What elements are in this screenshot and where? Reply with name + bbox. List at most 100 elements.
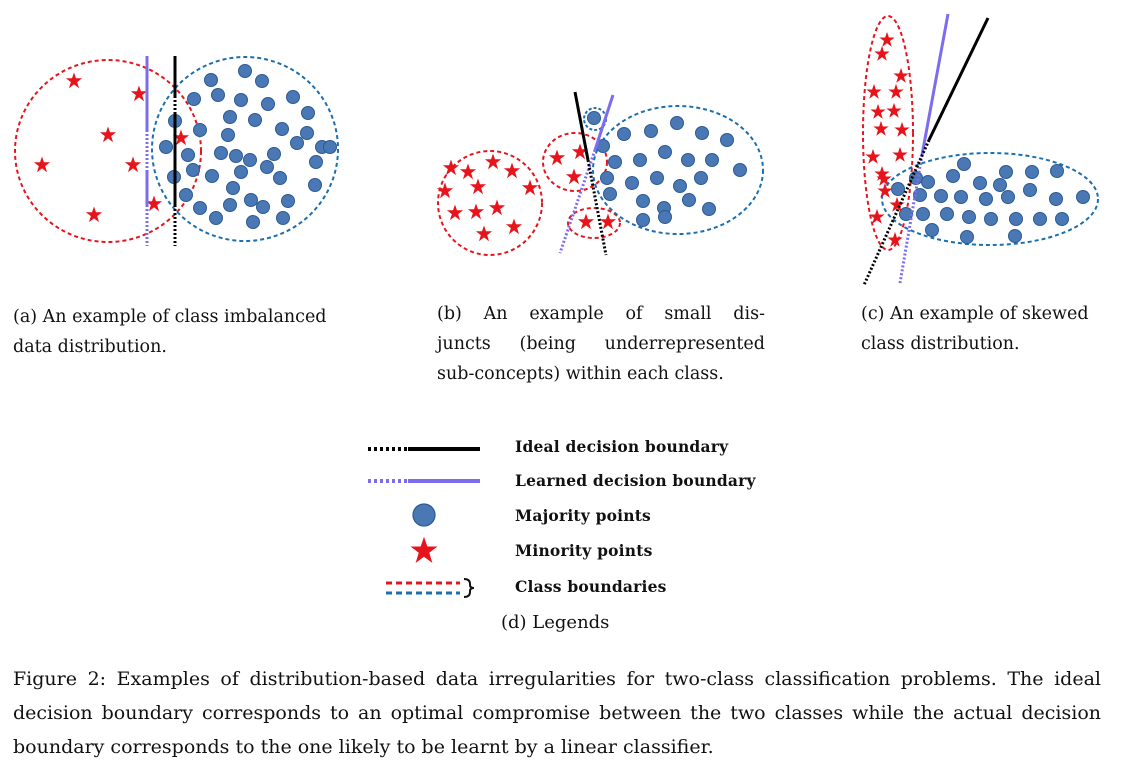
legend-caption: (d) Legends <box>501 612 610 633</box>
majority-point <box>916 207 930 221</box>
minority-point <box>124 156 142 173</box>
majority-point <box>301 106 315 120</box>
blue-circle-icon <box>412 503 436 527</box>
minority-point <box>870 103 886 119</box>
caption-line: (c) An example of skewed <box>861 304 1089 324</box>
majority-point <box>281 194 295 208</box>
majority-point <box>587 111 601 125</box>
majority-point <box>891 182 905 196</box>
majority-point <box>999 165 1013 179</box>
red-blue-dashed-brace-icon <box>386 578 475 598</box>
majority-point <box>1049 192 1063 206</box>
red-star-icon <box>410 536 438 563</box>
figure-caption: Figure 2: Examples of distribution-based… <box>13 662 1101 764</box>
majority-point <box>705 153 719 167</box>
majority-point <box>1033 212 1047 226</box>
majority-point <box>211 88 225 102</box>
minority-cluster-boundary <box>437 150 543 256</box>
minority-point <box>446 204 464 221</box>
minority-point <box>565 168 583 185</box>
majority-point <box>899 207 913 221</box>
majority-point <box>323 140 337 154</box>
minority-point <box>65 72 83 89</box>
legend-label-learned: Learned decision boundary <box>515 471 756 490</box>
majority-point <box>234 93 248 107</box>
majority-cluster-boundary <box>592 105 764 235</box>
minority-point <box>33 156 51 173</box>
majority-point <box>1001 190 1015 204</box>
majority-point <box>193 123 207 137</box>
caption-line: (b) An example of small dis- <box>437 304 765 324</box>
figure-caption-line: decision boundary corresponds to an opti… <box>13 702 1101 724</box>
minority-point <box>892 146 908 162</box>
majority-point <box>204 73 218 87</box>
majority-point <box>694 171 708 185</box>
majority-point <box>960 230 974 244</box>
majority-point <box>600 171 614 185</box>
majority-point <box>209 211 223 225</box>
legend-label-class-boundaries: Class boundaries <box>515 577 667 596</box>
majority-point <box>658 210 672 224</box>
majority-point <box>276 211 290 225</box>
minority-point <box>484 153 502 170</box>
majority-point <box>603 187 617 201</box>
majority-point <box>309 155 323 169</box>
minority-subcluster-boundary <box>567 207 621 239</box>
majority-point <box>670 116 684 130</box>
panel-c-caption: (c) An example of skewed class distribut… <box>861 299 1106 359</box>
majority-point <box>733 163 747 177</box>
minority-point <box>467 203 485 220</box>
majority-point <box>246 215 260 229</box>
majority-class-boundary <box>151 56 339 242</box>
majority-point <box>308 178 322 192</box>
majority-point <box>934 189 948 203</box>
minority-point <box>888 83 904 99</box>
minority-point <box>866 83 882 99</box>
minority-point <box>488 199 506 216</box>
minority-subcluster-boundary <box>542 132 608 192</box>
majority-point <box>720 133 734 147</box>
legend-label-minority: Minority points <box>515 541 653 560</box>
majority-point <box>695 126 709 140</box>
minority-point <box>879 31 895 47</box>
legend-icons <box>368 447 480 598</box>
majority-point <box>921 175 935 189</box>
majority-point <box>962 210 976 224</box>
majority-point <box>255 74 269 88</box>
majority-points <box>159 64 337 229</box>
ideal-decision-boundary <box>573 91 608 256</box>
majority-point <box>260 160 274 174</box>
majority-point <box>1008 229 1022 243</box>
minority-point <box>548 149 566 166</box>
majority-point <box>290 136 304 150</box>
legend-label-ideal: Ideal decision boundary <box>515 437 729 456</box>
majority-point <box>681 153 695 167</box>
figure-caption-line: boundary corresponds to the one likely t… <box>13 736 714 758</box>
panel-c-skewed <box>862 13 1099 286</box>
minority-point <box>873 120 889 136</box>
minority-point <box>130 85 148 102</box>
majority-point <box>267 147 281 161</box>
majority-point <box>187 92 201 106</box>
ideal-decision-boundary <box>862 17 990 286</box>
majority-point <box>946 169 960 183</box>
minority-point <box>886 102 902 118</box>
majority-point <box>159 140 173 154</box>
majority-point <box>205 169 219 183</box>
majority-point <box>636 194 650 208</box>
minority-point <box>893 67 909 83</box>
learned-decision-boundary <box>898 13 950 284</box>
majority-point <box>243 153 257 167</box>
panel-a-imbalanced <box>14 56 339 246</box>
majority-point <box>673 179 687 193</box>
caption-line: juncts (being underrepresented <box>437 334 765 354</box>
majority-point <box>248 113 262 127</box>
figure-caption-line: Figure 2: Examples of distribution-based… <box>13 668 1101 690</box>
majority-point <box>957 157 971 171</box>
majority-point <box>275 122 289 136</box>
minority-point <box>599 213 617 230</box>
caption-line: (a) An example of class imbalanced <box>13 307 327 327</box>
minority-point <box>85 206 103 223</box>
minority-point <box>99 126 117 143</box>
